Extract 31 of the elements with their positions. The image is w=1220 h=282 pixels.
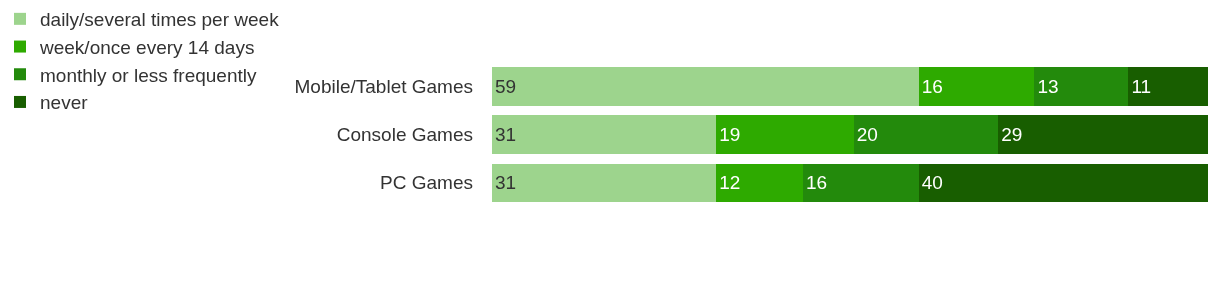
data-label: 11 — [1131, 75, 1152, 97]
data-label: 13 — [1037, 75, 1059, 97]
bar — [716, 163, 803, 203]
legend-label: week/once every 14 days — [39, 36, 255, 58]
bar — [492, 115, 717, 154]
y-tick-label: Console Games — [336, 124, 473, 146]
data-label: 19 — [719, 124, 741, 145]
data-label: 31 — [495, 172, 517, 194]
bar — [1128, 66, 1208, 106]
data-label: 16 — [805, 172, 828, 194]
bar — [918, 163, 1208, 203]
bar — [492, 66, 919, 106]
data-label: 16 — [921, 75, 943, 97]
data-label: 31 — [495, 124, 517, 145]
data-label: 59 — [495, 75, 517, 97]
bar — [802, 163, 919, 203]
bar — [716, 115, 854, 154]
data-label: 40 — [921, 172, 943, 194]
data-label: 20 — [856, 124, 878, 145]
data-label: 12 — [719, 172, 741, 194]
bar — [492, 163, 717, 203]
data-label: 29 — [1001, 124, 1023, 145]
y-tick-label: Mobile/Tablet Games — [294, 75, 473, 97]
y-tick-label: PC Games — [380, 172, 473, 194]
legend-label: daily/several times per week — [40, 9, 280, 31]
bar — [918, 66, 1035, 106]
bar — [1034, 66, 1129, 106]
legend-label: monthly or less frequently — [40, 64, 257, 86]
bar — [998, 115, 1208, 154]
bar — [853, 115, 999, 154]
legend-label: never — [40, 92, 89, 114]
